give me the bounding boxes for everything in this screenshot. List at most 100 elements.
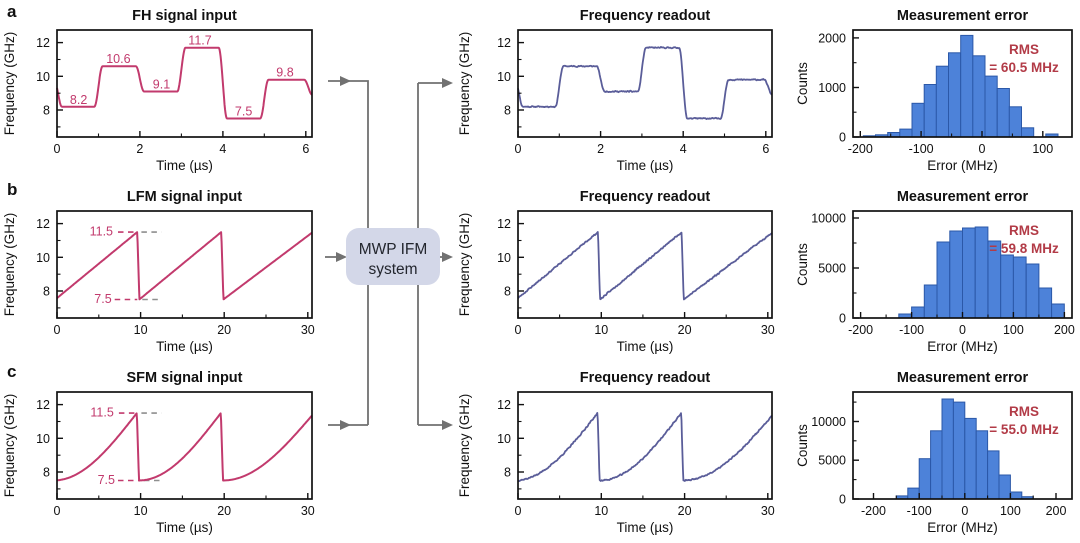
svg-text:12: 12 xyxy=(36,398,50,412)
svg-text:-100: -100 xyxy=(909,142,934,156)
svg-text:Measurement error: Measurement error xyxy=(897,189,1029,205)
svg-text:8: 8 xyxy=(504,104,511,118)
svg-text:10000: 10000 xyxy=(811,415,846,429)
svg-text:10: 10 xyxy=(134,504,148,518)
svg-text:RMS: RMS xyxy=(1009,223,1039,238)
svg-text:30: 30 xyxy=(761,323,775,337)
svg-text:8.2: 8.2 xyxy=(70,93,87,107)
svg-text:10: 10 xyxy=(134,323,148,337)
svg-text:Time (µs): Time (µs) xyxy=(156,158,213,173)
svg-text:5000: 5000 xyxy=(818,454,846,468)
svg-text:10: 10 xyxy=(36,70,50,84)
mwp-ifm-system-label-line2: system xyxy=(368,261,417,278)
svg-text:Error (MHz): Error (MHz) xyxy=(927,520,998,535)
svg-text:12: 12 xyxy=(497,217,511,231)
center-diagram: MWP IFM system xyxy=(325,76,453,430)
svg-text:11.7: 11.7 xyxy=(188,34,211,48)
panel-a-input: FH signal input Time (µs) Frequency (GHz) 8… xyxy=(2,8,313,173)
svg-text:0: 0 xyxy=(839,312,846,326)
svg-text:6: 6 xyxy=(302,142,309,156)
svg-text:7.5: 7.5 xyxy=(98,473,115,487)
svg-text:Counts: Counts xyxy=(795,62,810,105)
svg-text:7.5: 7.5 xyxy=(235,104,252,118)
output-bus-line-top xyxy=(417,82,442,229)
svg-text:Time (µs): Time (µs) xyxy=(617,158,674,173)
svg-text:10: 10 xyxy=(594,323,608,337)
svg-text:= 60.5 MHz: = 60.5 MHz xyxy=(989,60,1059,75)
svg-text:200: 200 xyxy=(1054,323,1075,337)
svg-text:RMS: RMS xyxy=(1009,404,1039,419)
mwp-ifm-system-label-line1: MWP IFM xyxy=(359,241,428,258)
svg-text:LFM signal input: LFM signal input xyxy=(127,189,242,205)
svg-text:8: 8 xyxy=(504,466,511,480)
arrow-icon-input-a xyxy=(340,76,351,86)
arrow-icon-input-c xyxy=(340,420,351,430)
svg-text:0: 0 xyxy=(515,323,522,337)
svg-text:0: 0 xyxy=(54,142,61,156)
svg-text:20: 20 xyxy=(678,323,692,337)
panel-b-input: LFM signal input Time (µs) Frequency (GHz)… xyxy=(2,189,315,354)
svg-text:12: 12 xyxy=(36,36,50,50)
mwp-ifm-system-box xyxy=(346,228,440,285)
svg-text:0: 0 xyxy=(839,131,846,145)
arrow-icon-output-a xyxy=(442,78,453,88)
panel-b-readout: Frequency readout Time (µs) Frequency (GHz… xyxy=(457,189,775,354)
svg-text:= 55.0 MHz: = 55.0 MHz xyxy=(989,422,1059,437)
panel-c-input: SFM signal input Time (µs) Frequency (GHz)… xyxy=(2,370,315,535)
svg-text:10: 10 xyxy=(497,251,511,265)
svg-text:8: 8 xyxy=(504,285,511,299)
svg-text:8: 8 xyxy=(43,285,50,299)
svg-text:Time (µs): Time (µs) xyxy=(156,520,213,535)
svg-text:0: 0 xyxy=(54,504,61,518)
svg-text:4: 4 xyxy=(680,142,687,156)
svg-text:10: 10 xyxy=(497,432,511,446)
svg-text:Frequency (GHz): Frequency (GHz) xyxy=(2,213,17,317)
svg-text:-100: -100 xyxy=(907,504,932,518)
svg-text:-100: -100 xyxy=(899,323,924,337)
svg-text:-200: -200 xyxy=(848,323,873,337)
svg-text:Measurement error: Measurement error xyxy=(897,8,1029,24)
svg-text:2000: 2000 xyxy=(818,31,846,45)
arrow-icon-output-c xyxy=(442,420,453,430)
output-bus-line-bottom xyxy=(417,285,442,426)
svg-text:0: 0 xyxy=(959,323,966,337)
input-bus-line-bottom xyxy=(328,285,369,426)
arrow-icon-input-b xyxy=(336,252,347,262)
svg-text:8: 8 xyxy=(43,466,50,480)
svg-text:0: 0 xyxy=(961,504,968,518)
svg-text:12: 12 xyxy=(497,398,511,412)
svg-text:Error (MHz): Error (MHz) xyxy=(927,158,998,173)
svg-text:100: 100 xyxy=(1003,323,1024,337)
svg-text:10000: 10000 xyxy=(811,212,846,226)
svg-text:20: 20 xyxy=(678,504,692,518)
svg-text:1000: 1000 xyxy=(818,81,846,95)
svg-text:-200: -200 xyxy=(848,142,873,156)
svg-text:5000: 5000 xyxy=(818,262,846,276)
svg-text:12: 12 xyxy=(36,217,50,231)
panel-b-hist: Measurement error Error (MHz) Counts RMS = 5… xyxy=(795,189,1075,354)
svg-text:Frequency (GHz): Frequency (GHz) xyxy=(2,32,17,136)
svg-text:9.8: 9.8 xyxy=(276,66,293,80)
svg-text:100: 100 xyxy=(1032,142,1053,156)
svg-text:Frequency readout: Frequency readout xyxy=(580,189,711,205)
svg-text:Frequency readout: Frequency readout xyxy=(580,370,711,386)
svg-text:2: 2 xyxy=(597,142,604,156)
svg-text:Measurement error: Measurement error xyxy=(897,370,1029,386)
svg-text:RMS: RMS xyxy=(1009,42,1039,57)
svg-text:30: 30 xyxy=(761,504,775,518)
panel-label-a: a xyxy=(7,2,17,21)
svg-text:-200: -200 xyxy=(861,504,886,518)
svg-text:Counts: Counts xyxy=(795,424,810,467)
svg-text:9.1: 9.1 xyxy=(153,78,170,92)
input-bus-line-top xyxy=(328,80,369,229)
panel-a-readout: Frequency readout Time (µs) Frequency (GHz… xyxy=(457,8,773,173)
svg-text:= 59.8 MHz: = 59.8 MHz xyxy=(989,241,1059,256)
svg-text:0: 0 xyxy=(979,142,986,156)
svg-text:11.5: 11.5 xyxy=(90,224,113,238)
svg-text:11.5: 11.5 xyxy=(90,405,113,419)
svg-text:2: 2 xyxy=(136,142,143,156)
svg-text:200: 200 xyxy=(1046,504,1067,518)
svg-text:FH signal input: FH signal input xyxy=(132,8,237,24)
svg-text:Time (µs): Time (µs) xyxy=(617,520,674,535)
